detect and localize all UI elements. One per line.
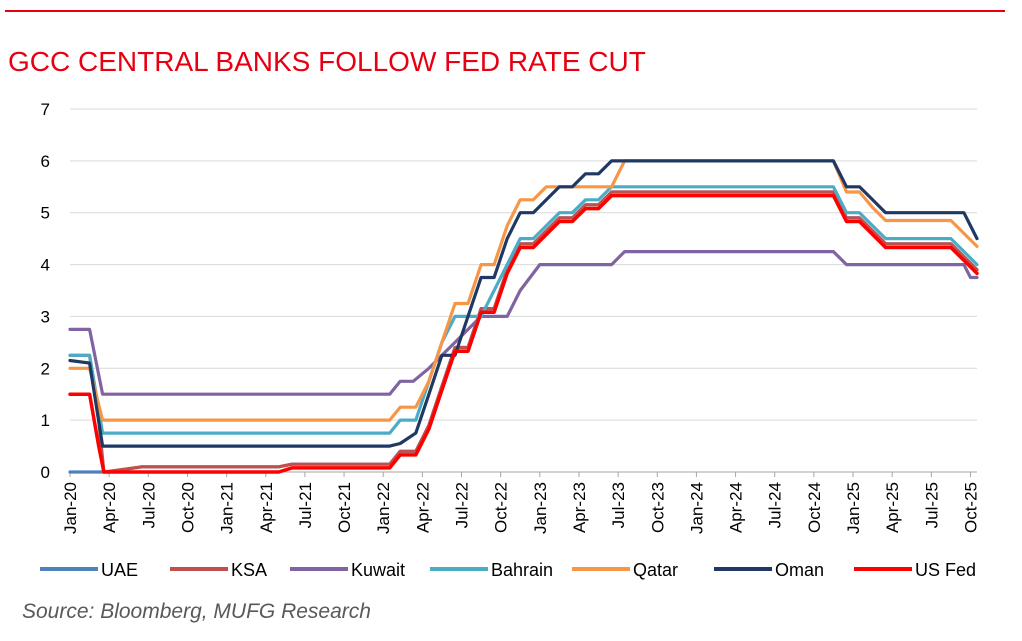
legend: UAE KSA Kuwait Bahrain Qatar Oman US Fed xyxy=(40,560,976,580)
x-tick-label: Apr-25 xyxy=(883,482,902,533)
y-tick-label: 1 xyxy=(41,411,50,430)
series-line-kuwait xyxy=(68,250,979,396)
x-tick-label: Oct-23 xyxy=(648,482,667,533)
x-tick-label: Apr-20 xyxy=(100,482,119,533)
x-tick-label: Oct-20 xyxy=(178,482,197,533)
x-tick-label: Apr-24 xyxy=(727,482,746,533)
legend-label: UAE xyxy=(101,560,138,580)
x-tick-label: Apr-21 xyxy=(257,482,276,533)
x-tick-label: Jul-24 xyxy=(766,482,785,528)
x-tick-label: Jul-23 xyxy=(609,482,628,528)
series-line-ksa xyxy=(68,190,979,474)
series-lines xyxy=(68,159,979,474)
top-rule xyxy=(5,10,1005,12)
y-tick-label: 5 xyxy=(41,204,50,223)
gridlines xyxy=(70,108,977,421)
x-tick-label: Jan-21 xyxy=(218,482,237,534)
x-tick-label: Oct-25 xyxy=(961,482,980,533)
x-tick-label: Oct-22 xyxy=(492,482,511,533)
legend-label: Oman xyxy=(775,560,824,580)
x-tick-label: Jul-20 xyxy=(139,482,158,528)
y-tick-label: 7 xyxy=(41,100,50,119)
legend-label: Kuwait xyxy=(351,560,405,580)
y-tick-label: 3 xyxy=(41,307,50,326)
x-tick-label: Jul-21 xyxy=(296,482,315,528)
series-line-bahrain xyxy=(68,185,979,435)
x-tick-label: Jan-23 xyxy=(531,482,550,534)
series-line-uae xyxy=(68,190,979,474)
x-tick-label: Jul-22 xyxy=(453,482,472,528)
x-tick-label: Jan-22 xyxy=(374,482,393,534)
legend-label: Qatar xyxy=(633,560,678,580)
series-line-qatar xyxy=(68,159,979,422)
y-axis: 0 1 2 3 4 5 6 7 xyxy=(41,100,50,482)
x-tick-label: Jan-25 xyxy=(844,482,863,534)
legend-label: US Fed xyxy=(915,560,976,580)
x-tick-label: Jul-25 xyxy=(922,482,941,528)
x-tick-label: Apr-22 xyxy=(413,482,432,533)
source-note: Source: Bloomberg, MUFG Research xyxy=(22,600,371,623)
x-tick-label: Apr-23 xyxy=(570,482,589,533)
y-tick-label: 0 xyxy=(41,463,50,482)
y-tick-label: 2 xyxy=(41,359,50,378)
legend-label: KSA xyxy=(231,560,267,580)
series-line-oman xyxy=(68,159,979,448)
y-tick-label: 6 xyxy=(41,152,50,171)
x-tick-label: Jan-24 xyxy=(687,482,706,534)
series-line-us-fed xyxy=(68,193,979,474)
x-tick-label: Jan-20 xyxy=(61,482,80,534)
legend-label: Bahrain xyxy=(491,560,553,580)
chart-title: GCC CENTRAL BANKS FOLLOW FED RATE CUT xyxy=(8,46,646,77)
x-axis: Jan-20 Apr-20 Jul-20 Oct-20 Jan-21 Apr-21 Jul-… xyxy=(61,471,980,534)
x-tick-label: Oct-24 xyxy=(805,482,824,533)
x-tick-label: Oct-21 xyxy=(335,482,354,533)
y-tick-label: 4 xyxy=(41,256,50,275)
